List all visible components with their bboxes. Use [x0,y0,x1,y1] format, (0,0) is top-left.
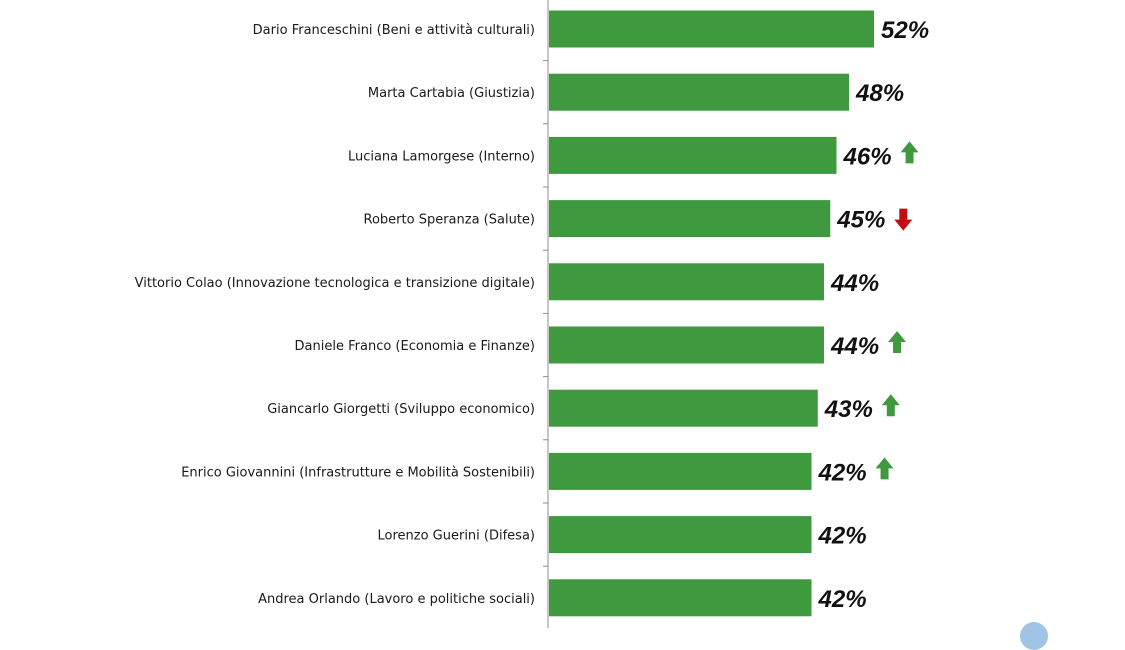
arrow-up-icon [901,141,919,163]
category-label: Luciana Lamorgese (Interno) [348,149,535,164]
value-label: 42% [818,459,867,486]
category-label: Daniele Franco (Economia e Finanze) [295,339,535,354]
arrow-up-icon [888,331,906,353]
corner-decoration [1020,622,1048,650]
category-label: Andrea Orlando (Lavoro e politiche socia… [258,592,535,607]
value-label: 42% [818,523,867,550]
arrow-down-icon [894,209,912,231]
value-label: 44% [830,333,879,360]
value-label: 43% [824,396,873,423]
value-label: 44% [830,270,879,297]
bar [549,327,824,364]
category-label: Vittorio Colao (Innovazione tecnologica … [135,276,535,291]
bar-chart: Dario Franceschini (Beni e attività cult… [0,0,1125,632]
category-label: Giancarlo Giorgetti (Sviluppo economico) [267,402,535,417]
category-label: Lorenzo Guerini (Difesa) [377,529,535,544]
value-label: 52% [881,17,929,44]
bar [549,11,874,48]
arrow-up-icon [882,394,900,416]
bar [549,137,837,174]
bar [549,390,818,427]
bar [549,453,812,490]
bar [549,516,812,553]
value-label: 45% [836,207,885,234]
bar [549,263,824,300]
bar [549,74,849,111]
arrow-up-icon [876,457,894,479]
bar [549,200,830,237]
category-label: Dario Franceschini (Beni e attività cult… [253,23,535,38]
category-label: Marta Cartabia (Giustizia) [368,86,535,101]
category-label: Enrico Giovannini (Infrastrutture e Mobi… [181,465,535,480]
value-label: 48% [855,80,904,107]
category-label: Roberto Speranza (Salute) [364,213,535,228]
bar [549,579,812,616]
value-label: 42% [818,586,867,613]
value-label: 46% [843,143,892,170]
